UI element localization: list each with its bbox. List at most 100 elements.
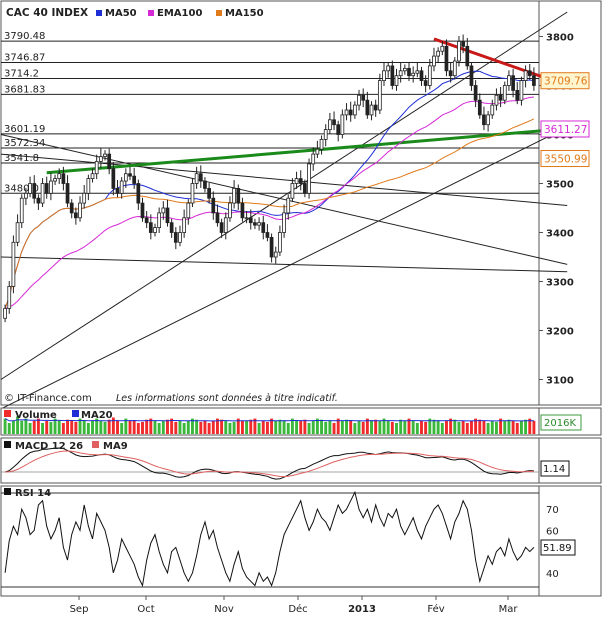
- volume-bar: [91, 420, 94, 434]
- volume-ma-label: MA20: [81, 410, 113, 421]
- candle-body: [178, 232, 182, 243]
- volume-last-badge: [540, 414, 582, 431]
- volume-bar: [249, 419, 253, 434]
- trendline-flat-support: [0, 256, 568, 273]
- candle-body: [457, 41, 461, 62]
- candle-body: [165, 207, 170, 224]
- candle-body: [311, 153, 316, 165]
- candle-body: [32, 183, 37, 199]
- candle-body: [15, 222, 20, 243]
- candle-body: [219, 222, 224, 233]
- candle-body: [465, 45, 470, 67]
- macd-signal-label: MA9: [103, 441, 128, 452]
- candle-body: [223, 217, 228, 233]
- candle-body: [377, 80, 382, 111]
- volume-bar: [220, 419, 224, 434]
- legend-label-ma50: MA50: [105, 8, 137, 19]
- candle-body: [123, 173, 128, 182]
- candle-body: [190, 183, 195, 204]
- candle-body: [111, 168, 116, 189]
- rsi-panel-frame: [0, 485, 540, 597]
- volume-bar: [228, 423, 232, 434]
- candle-body: [198, 173, 203, 182]
- candle-body: [373, 104, 378, 111]
- x-tick-label: Sep: [70, 604, 89, 615]
- volume-bar: [436, 420, 440, 434]
- candle-body: [486, 114, 490, 126]
- candle-body: [407, 67, 411, 77]
- volume-bar: [215, 418, 219, 434]
- volume-bar: [274, 420, 278, 434]
- volume-bar: [136, 423, 140, 434]
- last-value-ema100: 3611.27: [544, 124, 587, 136]
- volume-bar: [461, 420, 465, 434]
- level-line-label: 3541.8: [4, 153, 39, 164]
- volume-bar: [332, 423, 336, 434]
- last-badge-close: [540, 72, 590, 90]
- volume-bar: [303, 419, 307, 434]
- candle-body: [161, 207, 166, 214]
- price-panel: 3790.48 3746.87 3714.2 3681.83 3601.19 3572.3…: [0, 0, 602, 410]
- volume-bar: [74, 421, 78, 434]
- volume-bar: [186, 420, 190, 434]
- x-tick-label: 2013: [348, 604, 376, 615]
- volume-bar: [32, 420, 36, 434]
- volume-bar: [420, 420, 423, 434]
- candle-body: [361, 94, 366, 101]
- level-line-label: 3746.87: [4, 53, 45, 64]
- volume-bar: [403, 420, 407, 434]
- moving-average-lines: [4, 70, 535, 309]
- candle-body: [182, 217, 186, 233]
- volume-bar: [345, 419, 348, 434]
- candle-body: [336, 124, 341, 135]
- volume-bar: [365, 418, 369, 434]
- volume-bar: [86, 423, 90, 434]
- volume-bar: [486, 423, 490, 434]
- candle-body: [203, 180, 207, 189]
- candle-body: [398, 70, 403, 77]
- volume-bar: [353, 423, 357, 434]
- volume-bar: [324, 421, 328, 434]
- candle-body: [173, 232, 178, 243]
- candle-body: [90, 173, 95, 179]
- candle-body: [232, 187, 236, 204]
- trendline-green-support: [46, 127, 568, 175]
- volume-bar: [469, 420, 473, 434]
- candle-body: [382, 70, 386, 82]
- candle-body: [294, 178, 299, 184]
- volume-bar: [245, 420, 249, 434]
- volume-legend-swatch: [4, 410, 11, 417]
- candle-body: [523, 70, 528, 82]
- volume-bar: [361, 421, 365, 434]
- rsi-legend-swatch: [4, 488, 11, 495]
- candle-body: [98, 156, 103, 162]
- volume-bar: [415, 423, 419, 434]
- volume-ma-legend-swatch: [72, 410, 79, 417]
- candle-body: [136, 183, 141, 204]
- volume-bar: [370, 420, 373, 434]
- volume-bar: [440, 423, 444, 434]
- volume-bar: [478, 419, 482, 434]
- candle-body: [148, 222, 153, 233]
- candle-body: [74, 212, 78, 219]
- candle-body: [128, 173, 132, 177]
- volume-bar: [128, 420, 132, 434]
- volume-bar: [7, 423, 11, 434]
- candle-body: [353, 104, 357, 116]
- candle-body: [40, 183, 45, 204]
- volume-bar: [328, 420, 332, 434]
- candle-body: [119, 180, 124, 194]
- volume-bar: [124, 418, 128, 434]
- candle-body: [519, 80, 524, 101]
- candle-body: [444, 45, 449, 72]
- volume-bar: [53, 418, 57, 434]
- candle-body: [390, 65, 395, 86]
- candle-body: [44, 183, 49, 194]
- volume-bar: [424, 421, 428, 434]
- volume-bar: [524, 419, 528, 434]
- x-axis-ticks: Sep Oct Nov Déc 2013 Fév Mar: [70, 596, 518, 615]
- volume-bar: [145, 419, 149, 434]
- volume-bar: [336, 418, 340, 434]
- macd-signal-legend-swatch: [92, 441, 99, 448]
- candle-body: [86, 178, 91, 194]
